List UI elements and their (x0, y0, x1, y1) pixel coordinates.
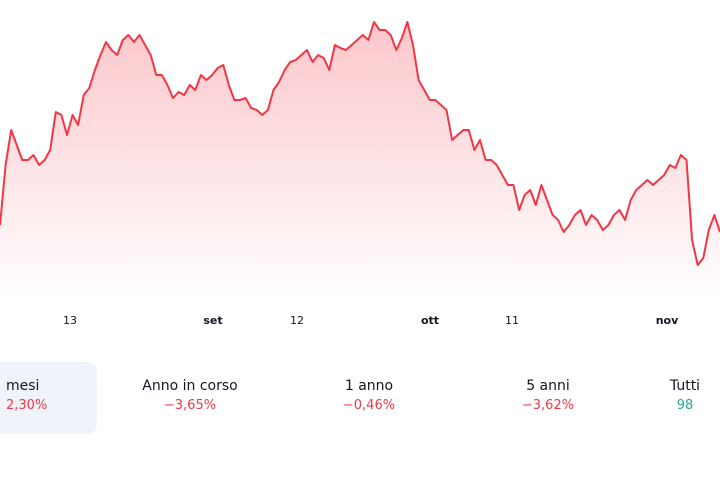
period-tab-1y[interactable]: 1 anno −0,46% (289, 362, 449, 434)
period-change: 2,30% (6, 398, 48, 413)
period-change: −3,65% (163, 398, 217, 413)
x-tick-label: 12 (290, 314, 304, 327)
period-label: 5 anni (526, 378, 570, 394)
period-label: Anno in corso (142, 378, 238, 394)
period-change: −0,46% (342, 398, 396, 413)
period-tab-5y[interactable]: 5 anni −3,62% (468, 362, 628, 434)
x-tick-label: 11 (505, 314, 519, 327)
period-label: mesi (6, 378, 40, 394)
period-tab-all[interactable]: Tutti 98 (650, 362, 720, 434)
period-tab-months[interactable]: mesi 2,30% (0, 362, 97, 434)
x-tick-label: set (203, 314, 223, 327)
x-tick-label: nov (655, 314, 679, 327)
x-tick-label: 13 (63, 314, 77, 327)
price-area-fill (0, 22, 720, 300)
period-label: 1 anno (344, 378, 394, 394)
period-change: 98 (676, 398, 694, 413)
price-line (0, 21, 720, 266)
period-label: Tutti (669, 378, 701, 394)
x-tick-label: ott (420, 314, 440, 327)
price-chart[interactable] (0, 0, 720, 340)
period-tab-ytd[interactable]: Anno in corso −3,65% (110, 362, 270, 434)
period-change: −3,62% (521, 398, 575, 413)
